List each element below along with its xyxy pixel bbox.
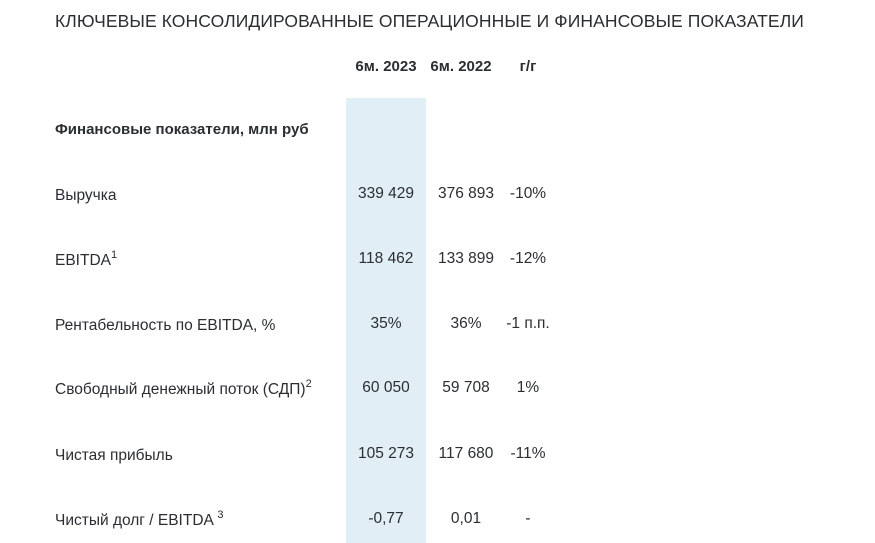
value-2022: 59 708 (442, 379, 490, 396)
table-row-revenue: Выручка 339 429 376 893 -10% (0, 185, 875, 207)
table-row-ebitda: EBITDA1 118 462 133 899 -12% (0, 249, 875, 272)
value-yoy: 1% (516, 379, 540, 396)
row-label: Чистая прибыль (55, 447, 173, 465)
value-2022: 36% (450, 315, 482, 332)
value-2022: 117 680 (438, 445, 494, 462)
page-title: КЛЮЧЕВЫЕ КОНСОЛИДИРОВАННЫЕ ОПЕРАЦИОННЫЕ … (55, 11, 804, 31)
value-2022: 376 893 (437, 185, 495, 202)
column-header-2022: 6м. 2022 (430, 58, 492, 75)
table-row-free-cash-flow: Свободный денежный поток (СДП)2 60 050 5… (0, 378, 875, 401)
table-row-net-income: Чистая прибыль 105 273 117 680 -11% (0, 445, 875, 467)
column-header-2023: 6м. 2023 (355, 58, 417, 75)
table-row-net-debt-ebitda: Чистый долг / EBITDA 3 -0,77 0,01 - (0, 509, 875, 532)
current-period-highlight (346, 98, 426, 543)
row-label: Чистый долг / EBITDA 3 (55, 509, 224, 530)
table-row-ebitda-margin: Рентабельность по EBITDA, % 35% 36% -1 п… (0, 315, 875, 337)
row-label: Выручка (55, 187, 117, 205)
value-yoy: -1 п.п. (506, 315, 550, 332)
value-2023: 339 429 (357, 185, 415, 202)
value-yoy: -10% (509, 185, 547, 202)
value-yoy: - (525, 510, 531, 527)
value-yoy: -12% (509, 250, 547, 267)
section-heading: Финансовые показатели, млн руб (55, 121, 309, 138)
value-yoy: -11% (510, 445, 546, 462)
value-2023: -0,77 (368, 510, 404, 527)
row-label: Свободный денежный поток (СДП)2 (55, 378, 312, 399)
value-2023: 118 462 (358, 250, 414, 267)
value-2023: 105 273 (357, 445, 415, 462)
row-label: EBITDA1 (55, 249, 118, 270)
row-label: Рентабельность по EBITDA, % (55, 317, 276, 335)
value-2023: 35% (370, 315, 402, 332)
value-2022: 0,01 (450, 510, 482, 527)
column-header-yoy: г/г (519, 58, 537, 75)
value-2023: 60 050 (362, 379, 410, 396)
value-2022: 133 899 (437, 250, 495, 267)
